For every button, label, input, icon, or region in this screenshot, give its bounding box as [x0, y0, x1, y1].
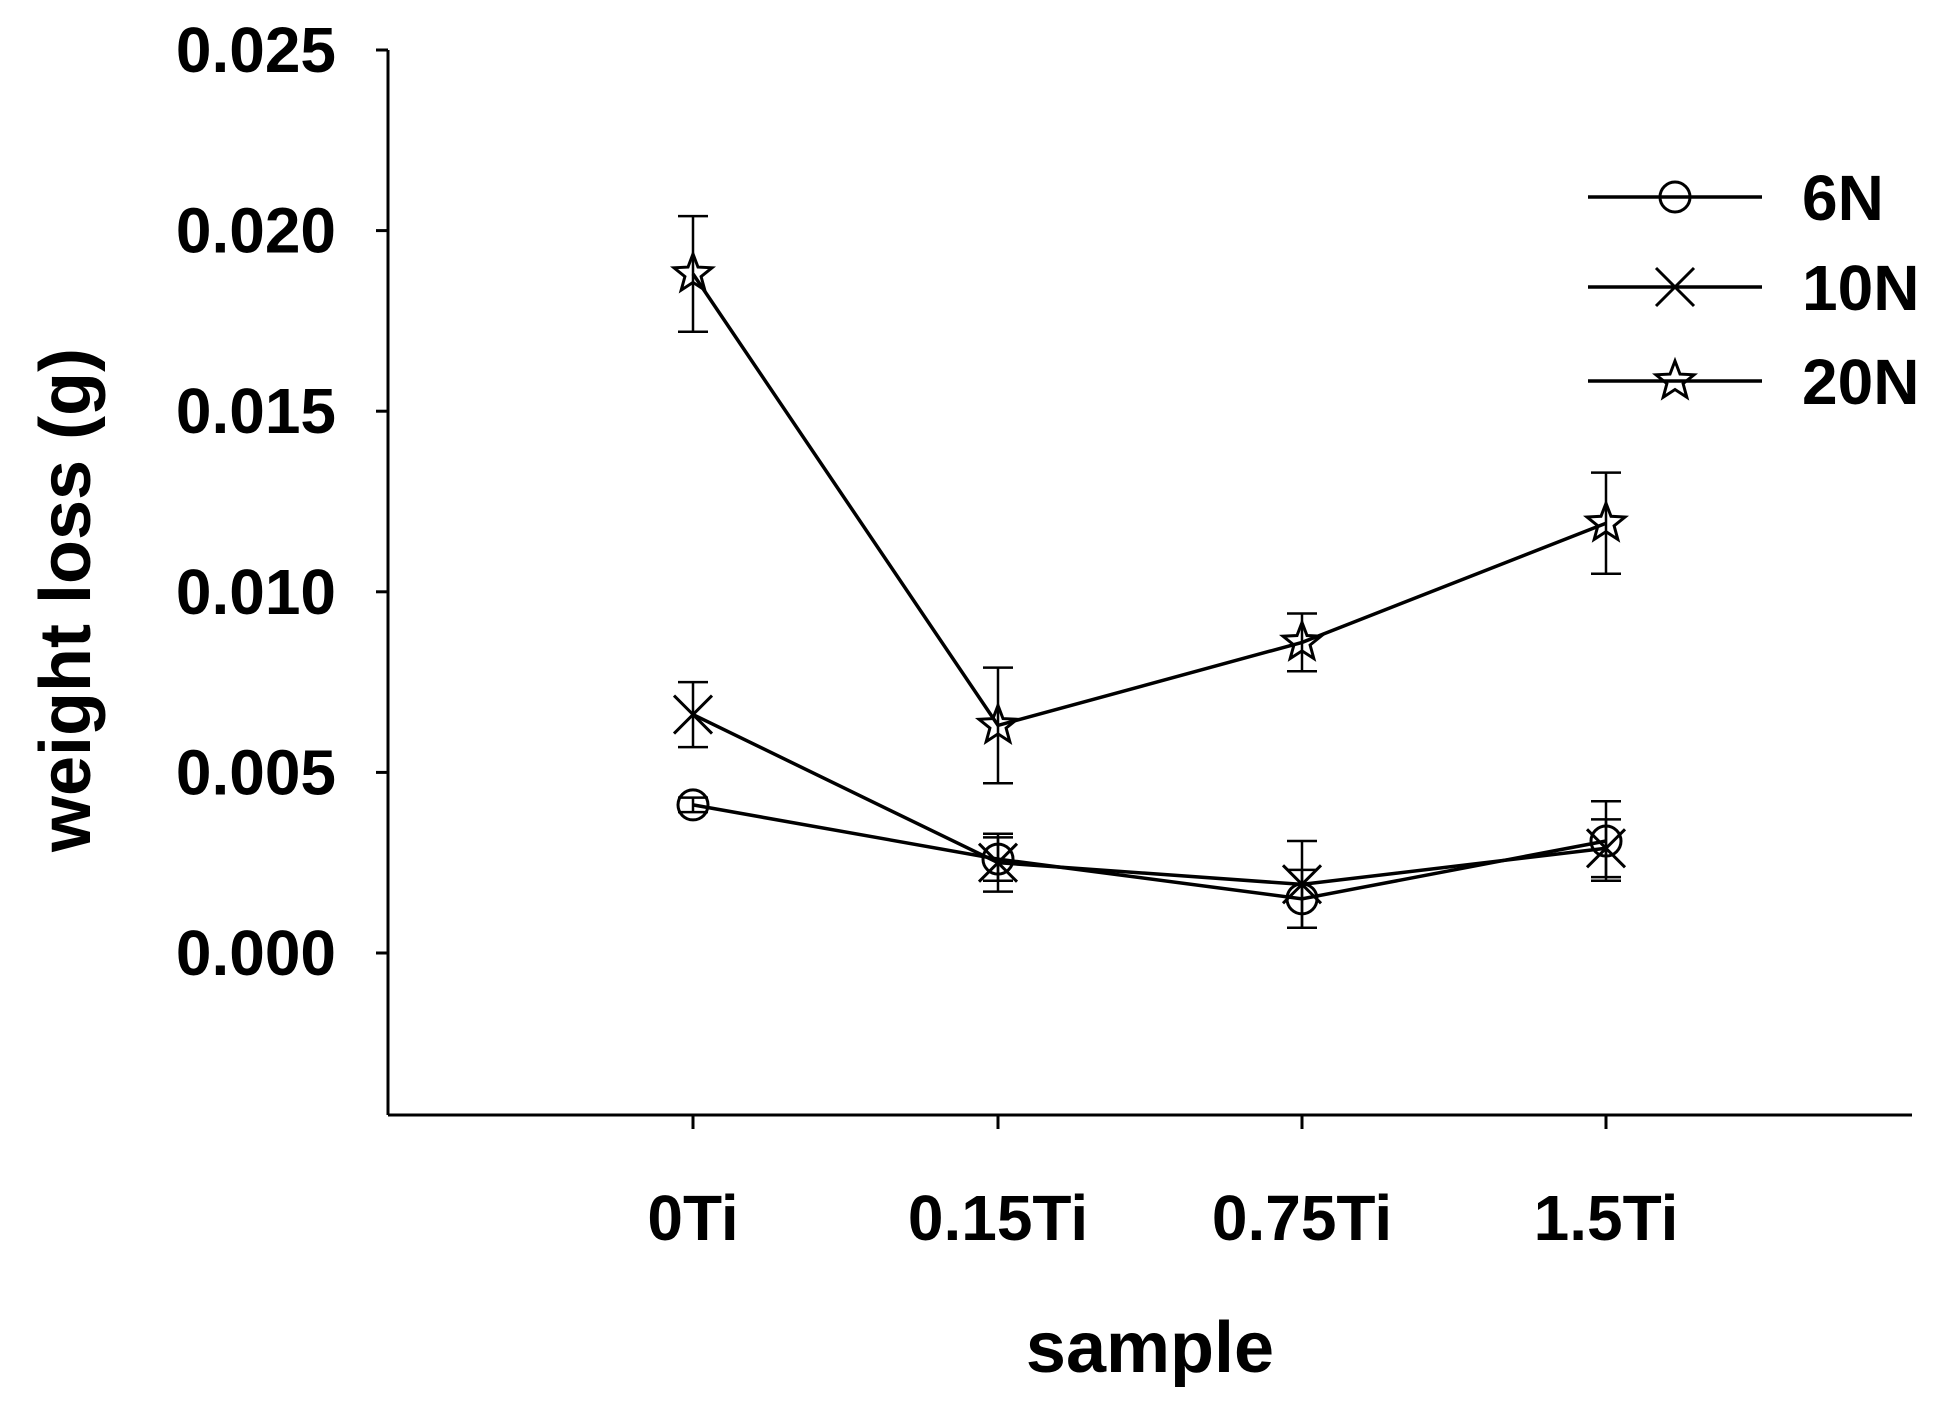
y-tick-label: 0.015	[176, 375, 336, 447]
data-point-10n-stroke	[1585, 828, 1627, 869]
y-tick-label: 0.020	[176, 195, 336, 267]
legend-marker-20n	[1651, 356, 1699, 401]
series-line-10n	[692, 713, 1607, 887]
x-tick-label: 1.5Ti	[1534, 1182, 1679, 1254]
y-tick-label: 0.005	[176, 736, 336, 808]
data-point-20n	[1278, 618, 1326, 662]
y-tick-label: 0.025	[176, 14, 336, 86]
x-tick-label: 0.15Ti	[908, 1182, 1088, 1254]
legend-marker-10n	[1654, 266, 1696, 308]
legend-label: 10N	[1802, 252, 1919, 324]
error-bar	[678, 796, 708, 814]
x-tick-label: 0Ti	[647, 1182, 738, 1254]
data-point-20n	[1582, 498, 1630, 543]
y-axis-title: weight loss (g)	[26, 348, 106, 853]
data-point-10n	[977, 842, 1019, 883]
error-bar	[678, 214, 708, 333]
series-line-20n	[691, 272, 1607, 728]
x-ticks: 0Ti 0.15Ti 0.75Ti 1.5Ti	[647, 1115, 1678, 1254]
legend-marker-6n	[1658, 180, 1692, 214]
legend: 6N 10N 20N	[1588, 162, 1919, 418]
data-point-10n	[1585, 828, 1627, 869]
legend-item-10n: 10N	[1588, 252, 1919, 324]
data-point-20n	[669, 249, 717, 294]
data-point-10n	[1281, 864, 1323, 905]
series-6n	[676, 788, 1623, 929]
data-point-20n	[974, 701, 1022, 746]
series-20n	[669, 214, 1630, 785]
error-bar	[983, 666, 1013, 785]
data-point-10n	[672, 694, 714, 735]
legend-marker-10n-stroke	[1654, 266, 1696, 308]
error-bar	[1591, 471, 1621, 575]
legend-item-20n: 20N	[1588, 346, 1919, 418]
legend-label: 20N	[1802, 346, 1919, 418]
data-point-6n	[676, 788, 710, 822]
x-tick-label: 0.75Ti	[1212, 1182, 1392, 1254]
y-tick-label: 0.000	[176, 917, 336, 989]
data-point-10n-stroke	[1281, 864, 1323, 905]
legend-label: 6N	[1802, 162, 1884, 234]
series-line-6n	[692, 803, 1607, 901]
series-layer	[669, 214, 1630, 929]
x-axis-title: sample	[1026, 1308, 1274, 1388]
y-ticks: 0.000 0.005 0.010 0.015 0.020 0.025	[176, 14, 388, 989]
y-tick-label: 0.010	[176, 556, 336, 628]
legend-item-6n: 6N	[1588, 162, 1884, 234]
data-point-10n-stroke	[977, 842, 1019, 883]
data-point-10n-stroke	[672, 694, 714, 735]
series-10n	[672, 680, 1627, 929]
